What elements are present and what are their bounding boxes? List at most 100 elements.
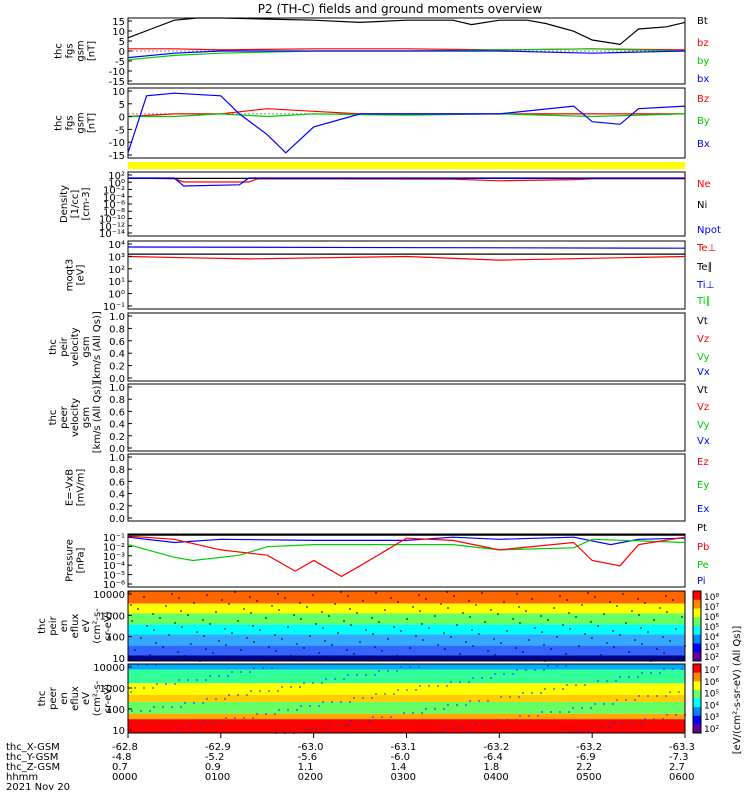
spectrogram-pixel	[196, 631, 198, 633]
ytick-label: 10⁻²	[103, 542, 125, 553]
ylabel-line: peer	[59, 405, 70, 429]
ylabel-line: en	[59, 692, 70, 705]
spectrogram-pixel	[440, 603, 442, 605]
colorbar-segment	[693, 626, 701, 636]
ytick-label: 0.8	[109, 395, 125, 406]
ylabel-line: [mV/m]	[76, 469, 87, 507]
colorbar-segment	[693, 634, 701, 644]
spectrogram-pixel	[318, 705, 320, 707]
spectrogram-pixel	[475, 604, 477, 606]
series-line-Te⊥	[127, 255, 686, 261]
spectrogram-pixel	[240, 649, 242, 651]
spectrogram-pixel	[419, 610, 421, 612]
spectrogram-pixel	[137, 608, 139, 610]
spectrogram-pixel	[531, 692, 533, 694]
spectrogram-pixel	[472, 677, 474, 679]
spectrogram-pixel	[515, 647, 517, 649]
panel-frame	[127, 240, 686, 310]
spectrogram-pixel	[631, 722, 633, 724]
panel-frame	[127, 312, 686, 382]
spectrogram-pixel	[606, 642, 608, 644]
legend-label: Vy	[697, 420, 710, 431]
spectrogram-pixel	[550, 711, 552, 713]
ylabel-line: E=-VxB	[65, 469, 76, 506]
spectrogram-pixel	[372, 633, 374, 635]
spectrogram-pixel	[562, 688, 564, 690]
spectrogram-pixel	[487, 650, 489, 652]
spectrogram-pixel	[390, 597, 392, 599]
spectrogram-pixel	[193, 702, 195, 704]
spectrogram-pixel	[331, 644, 333, 646]
series-line-Pe	[127, 538, 686, 562]
spectrogram-pixel	[275, 650, 277, 652]
spectrogram-pixel	[143, 687, 145, 689]
spectrogram-pixel	[343, 620, 345, 622]
spectrogram-pixel	[378, 670, 380, 672]
xaxis-row-value: -6.9	[576, 752, 596, 763]
legend-label: Vx	[697, 367, 710, 378]
spectrogram-pixel	[490, 609, 492, 611]
legend-label: Vx	[697, 436, 710, 447]
spectrogram-pixel	[566, 684, 568, 686]
spectrogram-pixel	[619, 634, 621, 636]
spectrogram-pixel	[340, 591, 342, 593]
spectrogram-pixel	[512, 673, 514, 675]
spectrogram-pixel	[484, 621, 486, 623]
spectrogram-pixel	[165, 605, 167, 607]
ytick-label: 1000	[100, 611, 125, 622]
spectrogram-pixel	[165, 683, 167, 685]
xaxis-row-value: -5.6	[298, 752, 318, 763]
panel-peer_vel: Vt Vz Vy Vx 1.00.80.6 0.40.20.0 thcpeervelocit…	[48, 382, 710, 455]
ylabel-line: gsm	[81, 407, 92, 428]
ytick-label: -10	[109, 138, 125, 149]
series-line-Bx	[127, 92, 686, 154]
spectrogram-pixel	[647, 631, 649, 633]
ylabel-line: Density	[59, 185, 70, 223]
spectrogram-pixel	[356, 612, 358, 614]
spectrogram-pixel	[540, 692, 542, 694]
spectrogram-pixel	[287, 709, 289, 711]
spectrogram-pixel	[228, 694, 230, 696]
ylabel-line: peer	[48, 686, 59, 710]
spectrogram-pixel	[250, 612, 252, 614]
legend-label: Bx	[697, 139, 710, 150]
spectrogram-pixel	[209, 675, 211, 677]
xaxis-row-value: 0600	[669, 772, 694, 783]
spectrogram-pixel	[581, 707, 583, 709]
spectrogram-pixel	[243, 717, 245, 719]
colorbar-segment	[693, 689, 701, 699]
spectrogram-pixel	[337, 724, 339, 726]
spectrogram-pixel	[203, 721, 205, 723]
spectrogram-pixel	[152, 687, 154, 689]
spectrogram-pixel	[149, 710, 151, 712]
ylabel-line: [1/cc]	[70, 190, 81, 219]
spectrogram-pixel	[234, 717, 236, 719]
spectrogram-pixel	[177, 729, 179, 731]
spectrogram-pixel	[162, 646, 164, 648]
spectrogram-pixel	[228, 603, 230, 605]
spectrogram-pixel	[462, 612, 464, 614]
colorbar-tick-label: 10⁵	[704, 623, 719, 633]
spectrogram-pixel	[419, 685, 421, 687]
ylabel-line: thc	[37, 691, 48, 707]
xaxis-row-label: hhmm	[6, 772, 38, 783]
spectrogram-pixel	[249, 671, 251, 673]
spectrogram-pixel	[221, 721, 223, 723]
spectrogram-pixel	[447, 607, 449, 609]
ytick-label: 10⁻⁶	[103, 580, 125, 591]
panel-frame	[127, 171, 686, 237]
ylabel-line: Pressure	[65, 539, 76, 582]
legend-label: Pb	[697, 542, 709, 553]
xaxis-row-value: -63.1	[391, 742, 417, 753]
spectrogram-pixel	[634, 699, 636, 701]
ytick-label: 10	[112, 27, 125, 38]
spectrogram-pixel	[372, 716, 374, 718]
ylabel-line: [nPa]	[76, 547, 87, 573]
spectrogram-pixel	[187, 679, 189, 681]
spectrogram-pixel	[246, 694, 248, 696]
spectrogram-pixel	[456, 624, 458, 626]
spectrogram-pixel	[349, 701, 351, 703]
ytick-label: 10²	[108, 265, 125, 276]
spectrogram-pixel	[390, 716, 392, 718]
spectrogram-pixel	[252, 625, 254, 627]
